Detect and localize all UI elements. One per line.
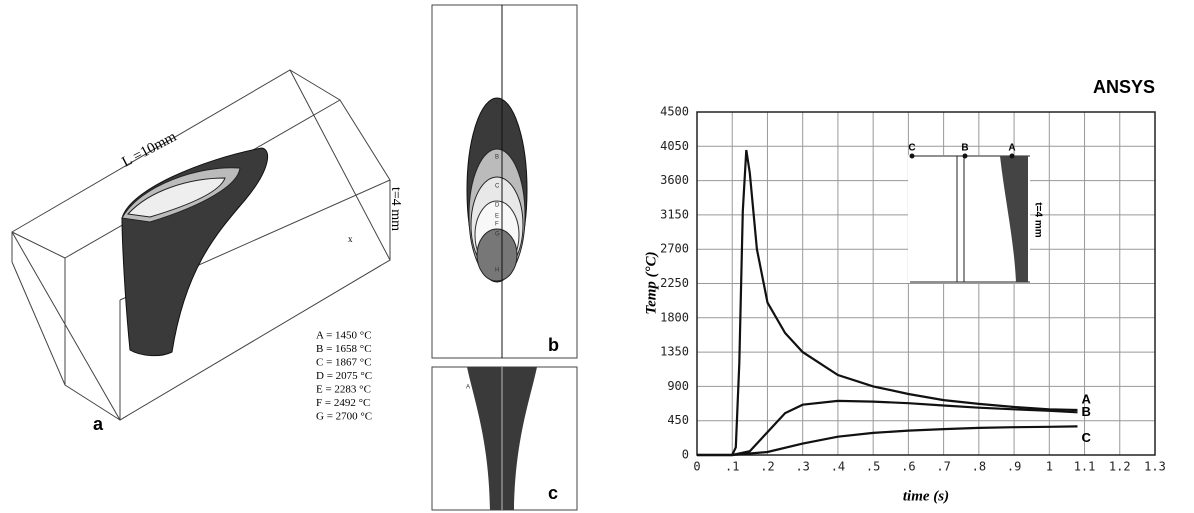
panel-label: a	[93, 414, 104, 434]
line-chart: ANSYS Temp (°C) time (s) 0 450 900 1350 1800…	[643, 77, 1165, 505]
series-label: B	[1081, 404, 1090, 419]
x-tick-label: .1	[725, 460, 739, 474]
x-tick-label: .6	[901, 460, 915, 474]
inset-point	[963, 154, 968, 159]
legend-entry: B = 1658 °C	[316, 343, 372, 355]
x-tick-label: 1.2	[1109, 460, 1131, 474]
legend-entry: E = 2283 °C	[316, 384, 371, 396]
x-tick-label: .7	[936, 460, 950, 474]
x-tick-label: .5	[866, 460, 880, 474]
x-tick-label: .8	[972, 460, 986, 474]
x-tick-label: .2	[760, 460, 774, 474]
x-tick-label: 1.1	[1074, 460, 1096, 474]
inset-point	[910, 154, 915, 159]
contour-label: G	[495, 232, 500, 238]
y-tick-label: 2250	[660, 276, 689, 290]
x-axis-title: time (s)	[903, 488, 949, 504]
contour-label: A	[495, 102, 499, 108]
contour-label: B	[495, 155, 499, 161]
length-label: L =10mm	[119, 129, 179, 171]
y-tick-label: 2700	[660, 242, 689, 256]
y-tick-label: 4050	[660, 139, 689, 153]
logo: ANSYS	[1093, 77, 1155, 97]
legend-entry: G = 2700 °C	[316, 411, 372, 423]
panel-label: b	[548, 335, 559, 355]
legend-entry: D = 2075 °C	[316, 370, 372, 382]
panel-c: A c	[432, 367, 577, 510]
series-line	[697, 426, 1078, 455]
inset: C B At=4 mm	[908, 143, 1043, 283]
legend-entry: F = 2492 °C	[316, 397, 370, 409]
legend-entry: C = 1867 °C	[316, 357, 372, 369]
y-tick-label: 450	[667, 413, 689, 427]
contour-label: D	[495, 203, 500, 209]
thickness-label: t=4 mm	[388, 187, 403, 231]
y-tick-label: 1800	[660, 310, 689, 324]
contour-label: C	[495, 184, 500, 190]
contour-label: E	[495, 214, 499, 220]
y-tick-label: 3150	[660, 207, 689, 221]
x-tick-label: .4	[831, 460, 845, 474]
x-tick-label: 1	[1046, 460, 1053, 474]
y-tick-label: 3600	[660, 173, 689, 187]
contour-label: F	[495, 222, 499, 228]
figure: L =10mm t=4 mm x a A = 1450 °CB = 1658 °…	[0, 0, 1194, 513]
y-tick-label: 0	[682, 448, 689, 462]
inset-thickness: t=4 mm	[1032, 202, 1043, 237]
x-tick-label: 0	[693, 460, 700, 474]
inset-point-label: B	[961, 143, 968, 154]
inset-point-label: A	[1008, 143, 1015, 154]
series-label: C	[1081, 430, 1091, 445]
axis-label: x	[348, 234, 353, 244]
legend-entry: A = 1450 °C	[316, 330, 372, 342]
x-tick-label: 1.3	[1144, 460, 1166, 474]
panel-a: L =10mm t=4 mm x a A = 1450 °CB = 1658 °…	[12, 70, 403, 434]
y-tick-label: 1350	[660, 345, 689, 359]
x-tick-label: .9	[1007, 460, 1021, 474]
contour-label: H	[495, 268, 499, 274]
y-tick-label: 900	[667, 379, 689, 393]
y-axis-title: Temp (°C)	[643, 251, 659, 314]
x-tick-label: .3	[795, 460, 809, 474]
panel-label: c	[548, 483, 558, 503]
inset-point	[1010, 154, 1015, 159]
y-tick-label: 4500	[660, 105, 689, 119]
contour-label: A	[466, 385, 470, 391]
inset-point-label: C	[908, 143, 915, 154]
